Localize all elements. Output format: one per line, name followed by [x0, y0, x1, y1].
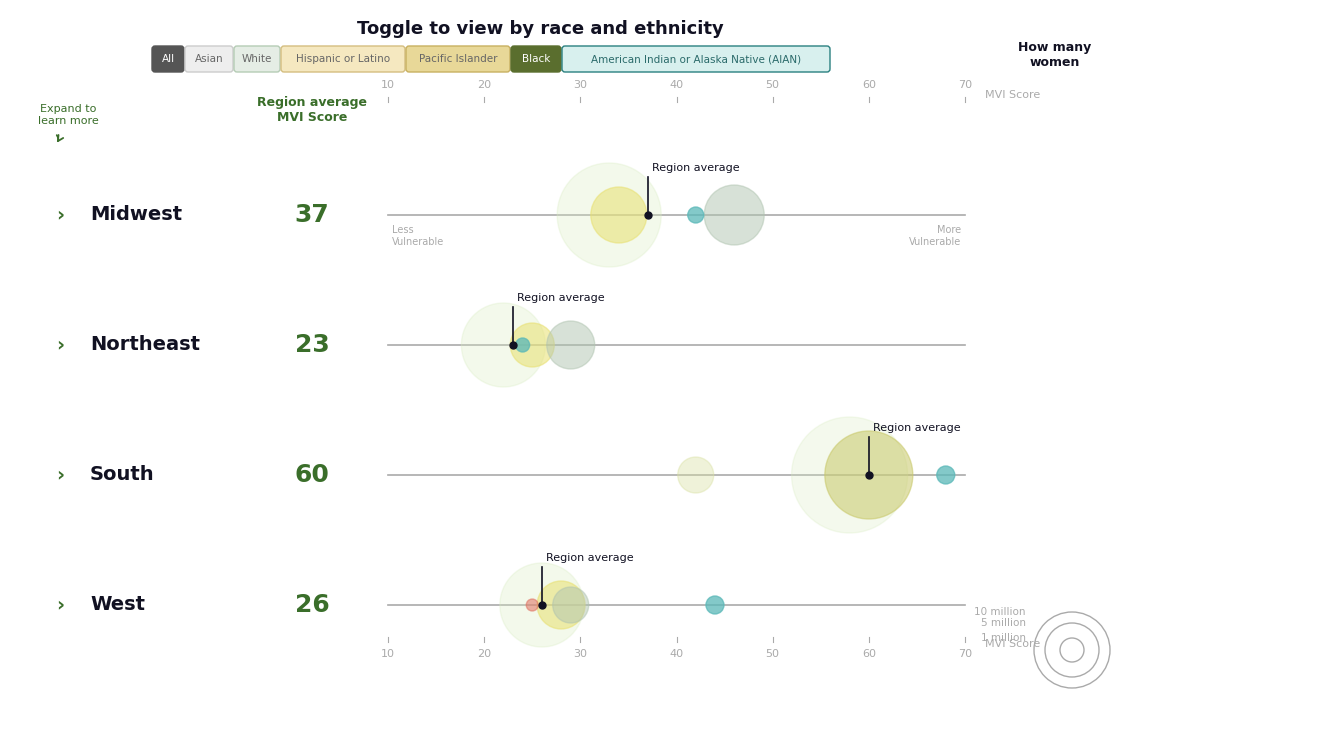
Text: All: All — [161, 54, 174, 64]
Circle shape — [516, 338, 529, 352]
FancyBboxPatch shape — [152, 46, 183, 72]
Text: Region average: Region average — [873, 423, 961, 433]
Text: West: West — [90, 595, 145, 615]
FancyBboxPatch shape — [185, 46, 234, 72]
Text: MVI Score: MVI Score — [985, 90, 1040, 100]
Text: Less
Vulnerable: Less Vulnerable — [392, 225, 445, 247]
Circle shape — [825, 431, 913, 519]
Text: Region average: Region average — [652, 163, 739, 173]
Circle shape — [704, 185, 764, 245]
Circle shape — [706, 596, 723, 614]
Text: 60: 60 — [862, 80, 876, 90]
Text: 30: 30 — [573, 649, 587, 659]
Text: 1 million: 1 million — [981, 633, 1026, 643]
Text: Midwest: Midwest — [90, 206, 182, 224]
FancyBboxPatch shape — [407, 46, 510, 72]
Text: Toggle to view by race and ethnicity: Toggle to view by race and ethnicity — [356, 20, 723, 38]
Text: 26: 26 — [294, 593, 330, 617]
Text: ›: › — [55, 206, 65, 224]
Text: Hispanic or Latino: Hispanic or Latino — [296, 54, 391, 64]
Circle shape — [527, 599, 539, 611]
Circle shape — [537, 581, 585, 629]
Text: Northeast: Northeast — [90, 335, 201, 355]
Text: Region average: Region average — [517, 293, 605, 303]
Text: 30: 30 — [573, 80, 587, 90]
Text: 20: 20 — [477, 80, 491, 90]
Text: 23: 23 — [294, 333, 330, 357]
Text: MVI Score: MVI Score — [985, 639, 1040, 649]
Text: 70: 70 — [958, 80, 972, 90]
Circle shape — [937, 466, 954, 484]
Circle shape — [688, 207, 704, 223]
Circle shape — [591, 187, 647, 243]
Text: ›: › — [55, 335, 65, 355]
Circle shape — [677, 457, 714, 493]
FancyBboxPatch shape — [562, 46, 830, 72]
Text: More
Vulnerable: More Vulnerable — [908, 225, 961, 247]
Text: 50: 50 — [766, 649, 780, 659]
Text: 60: 60 — [862, 649, 876, 659]
Text: 37: 37 — [294, 203, 330, 227]
Circle shape — [546, 321, 595, 369]
Circle shape — [511, 323, 554, 367]
Text: 10: 10 — [381, 649, 395, 659]
Text: 20: 20 — [477, 649, 491, 659]
Text: How many
women: How many women — [1018, 41, 1092, 69]
Text: American Indian or Alaska Native (AIAN): American Indian or Alaska Native (AIAN) — [591, 54, 801, 64]
Text: Expand to
learn more: Expand to learn more — [38, 104, 99, 126]
Text: 40: 40 — [669, 649, 684, 659]
Text: Pacific Islander: Pacific Islander — [418, 54, 498, 64]
Text: ›: › — [55, 595, 65, 615]
Circle shape — [557, 163, 661, 267]
Text: South: South — [90, 466, 154, 484]
Text: 50: 50 — [766, 80, 780, 90]
Text: Asian: Asian — [194, 54, 223, 64]
Circle shape — [792, 417, 908, 533]
Text: 60: 60 — [294, 463, 330, 487]
Circle shape — [500, 563, 583, 647]
Text: 40: 40 — [669, 80, 684, 90]
Text: White: White — [242, 54, 272, 64]
Text: 5 million: 5 million — [981, 618, 1026, 628]
Text: Black: Black — [521, 54, 550, 64]
Circle shape — [553, 587, 589, 623]
Text: 10: 10 — [381, 80, 395, 90]
FancyBboxPatch shape — [234, 46, 280, 72]
Text: Region average: Region average — [546, 553, 634, 563]
FancyBboxPatch shape — [511, 46, 561, 72]
Text: 10 million: 10 million — [974, 607, 1026, 617]
Text: ›: › — [55, 466, 65, 484]
FancyBboxPatch shape — [281, 46, 405, 72]
Text: Region average
MVI Score: Region average MVI Score — [257, 96, 367, 124]
Circle shape — [462, 303, 545, 387]
Text: 70: 70 — [958, 649, 972, 659]
